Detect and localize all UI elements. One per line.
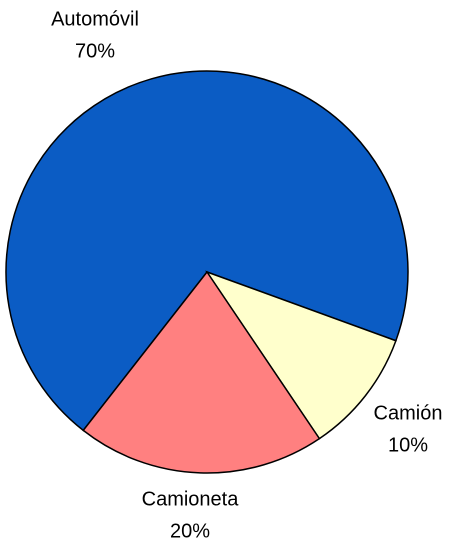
- slice-label: Camión: [374, 402, 443, 424]
- slice-label: Automóvil: [51, 8, 139, 30]
- slice-value-label: 20%: [170, 520, 210, 542]
- slice-label: Camioneta: [142, 488, 240, 510]
- pie-slice: [205, 270, 397, 440]
- slice-value-label: 70%: [75, 40, 115, 62]
- slice-value-label: 10%: [388, 434, 428, 456]
- pie-slice: [5, 70, 409, 432]
- pie-slice: [82, 270, 321, 474]
